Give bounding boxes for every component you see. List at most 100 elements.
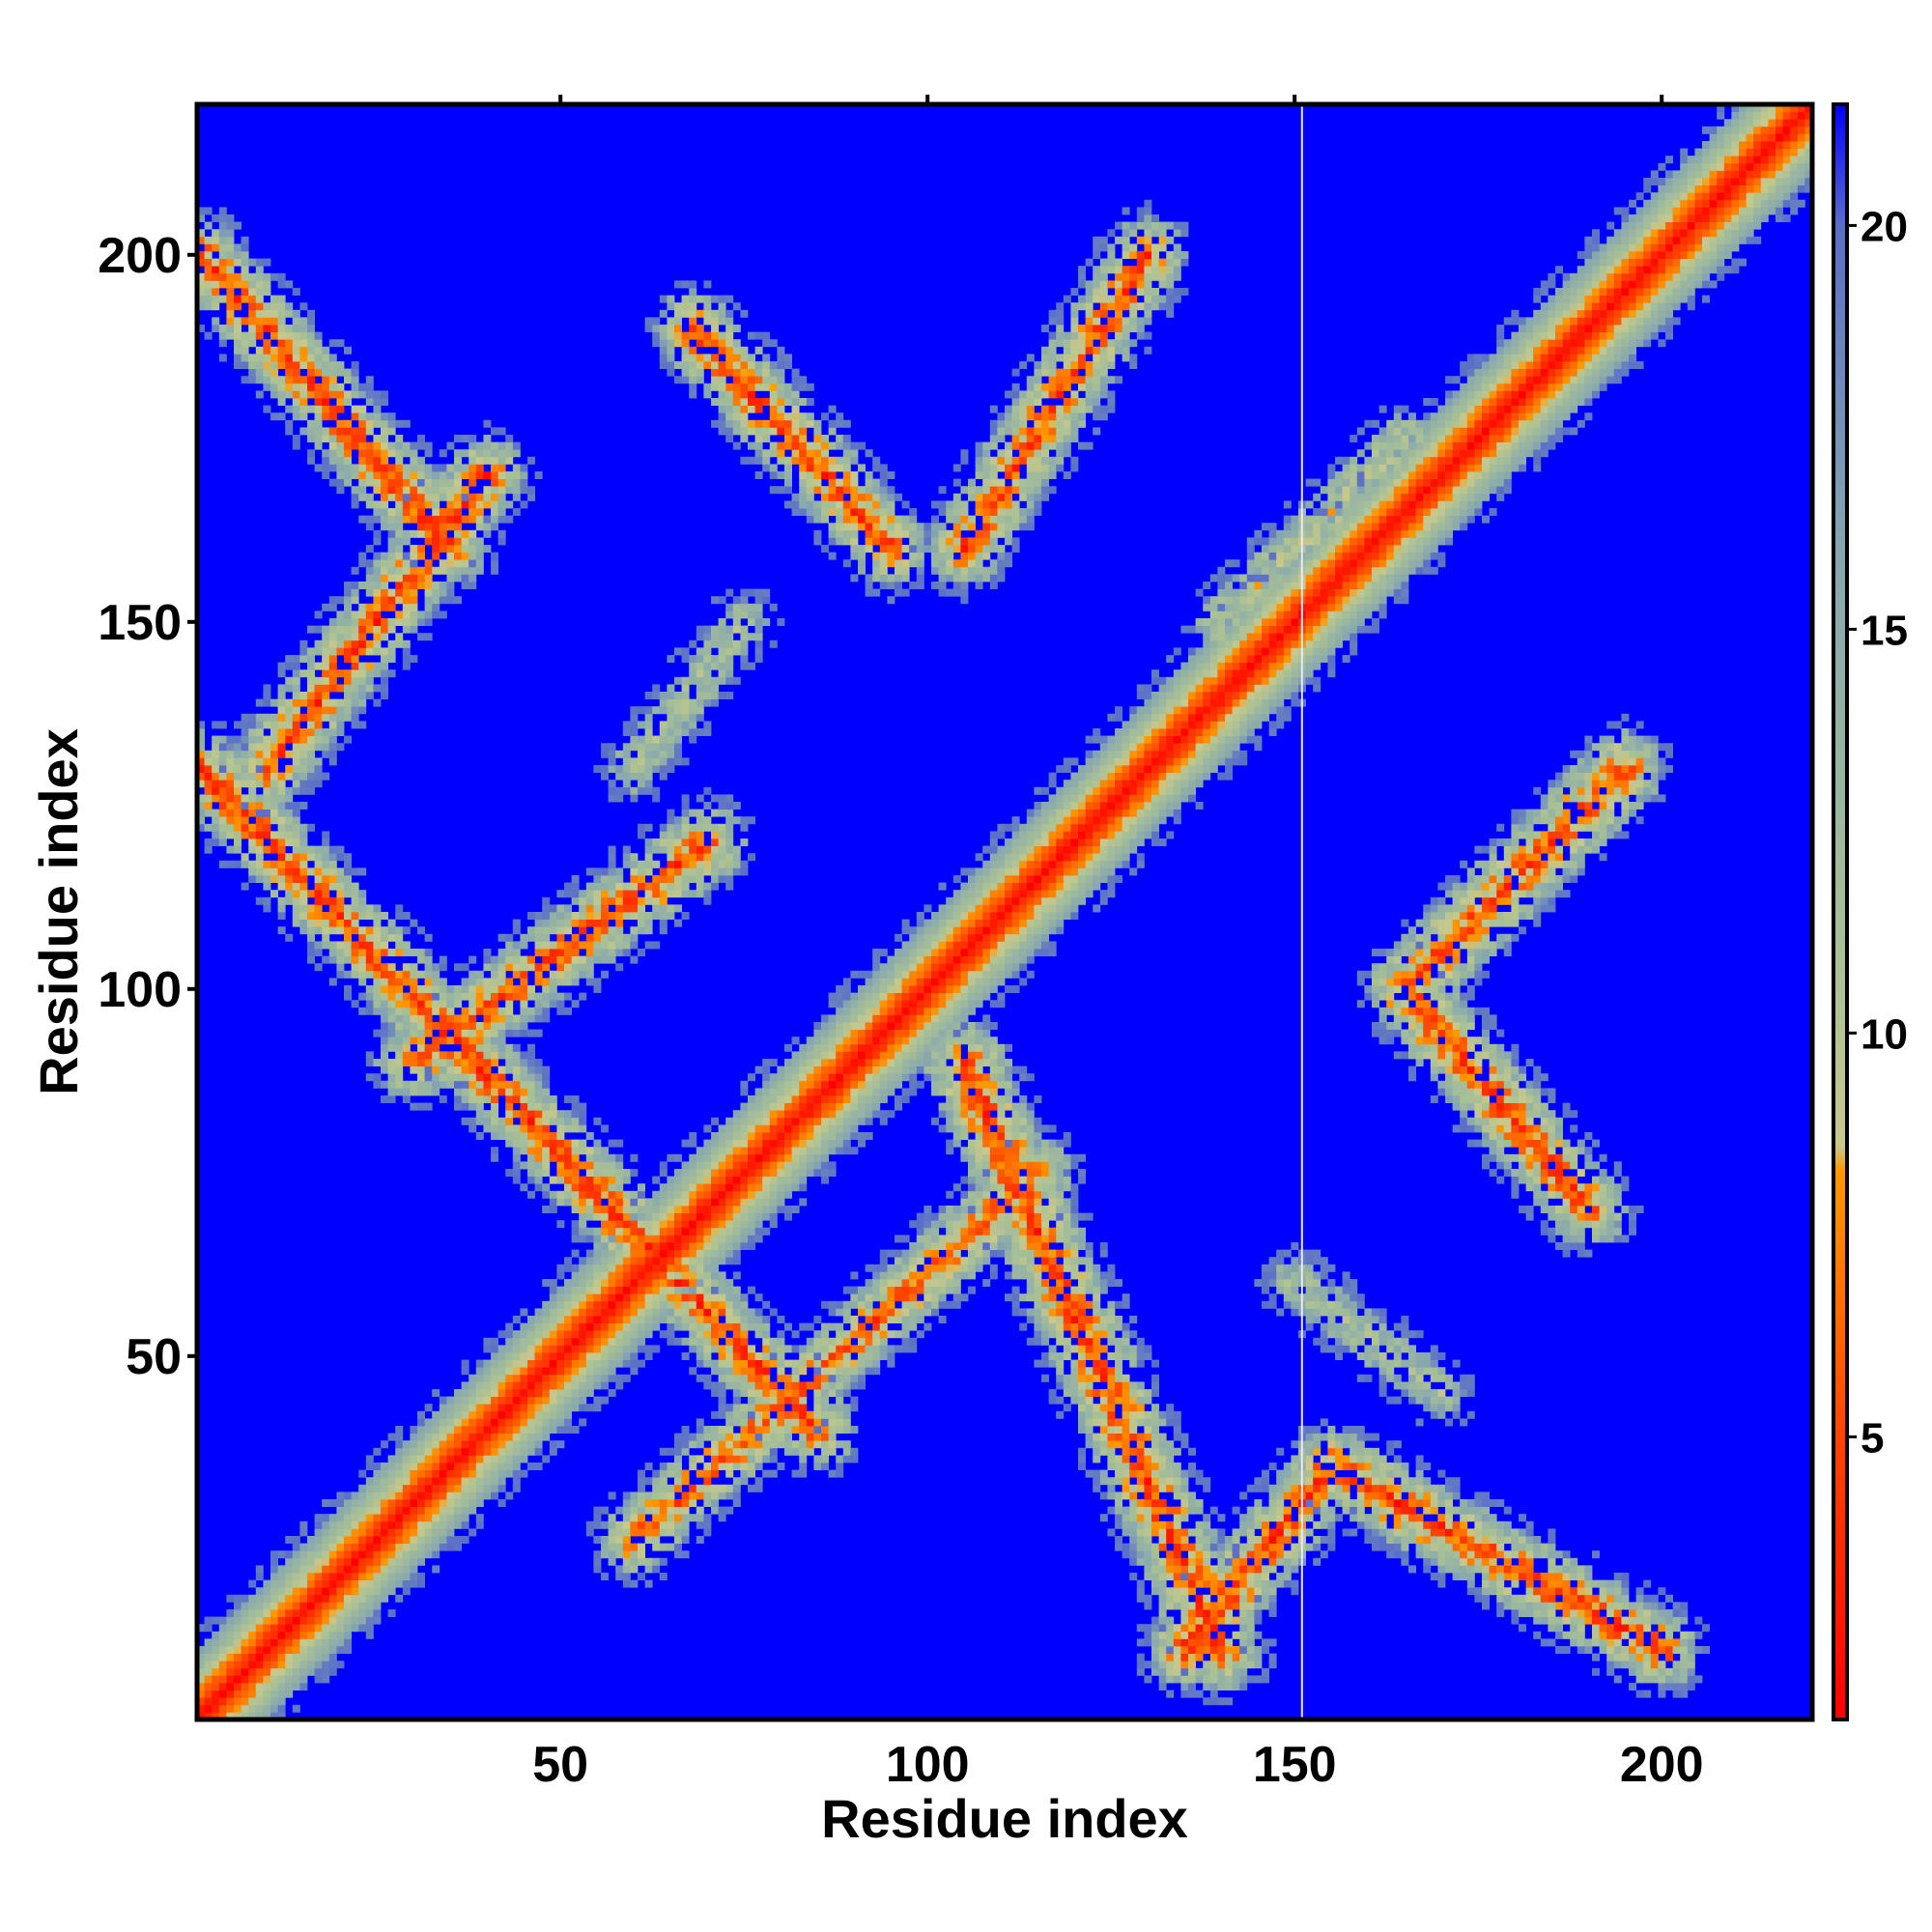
heatmap-cell: [718, 1176, 726, 1184]
heatmap-cell: [255, 750, 264, 758]
heatmap-cell: [740, 1404, 749, 1412]
heatmap-cell: [740, 398, 749, 406]
heatmap-cell: [585, 1169, 594, 1177]
heatmap-cell: [703, 1293, 712, 1302]
heatmap-cell: [365, 647, 374, 656]
heatmap-cell: [285, 1667, 294, 1676]
heatmap-cell: [608, 955, 616, 964]
heatmap-cell: [497, 1396, 506, 1405]
heatmap-cell: [307, 1587, 315, 1596]
heatmap-cell: [497, 1345, 506, 1353]
heatmap-cell: [263, 772, 271, 781]
heatmap-cell: [381, 493, 388, 501]
heatmap-cell: [622, 860, 631, 868]
heatmap-cell: [520, 1418, 528, 1427]
heatmap-cell: [769, 1352, 778, 1360]
heatmap-cell: [659, 1242, 668, 1250]
heatmap-cell: [402, 1000, 411, 1009]
heatmap-cell: [387, 1095, 396, 1103]
heatmap-cell: [711, 398, 719, 406]
heatmap-cell: [754, 1220, 763, 1229]
heatmap-cell: [754, 405, 763, 413]
heatmap-cell: [696, 713, 704, 722]
heatmap-cell: [417, 1520, 425, 1529]
heatmap-cell: [762, 1132, 771, 1140]
heatmap-cell: [351, 919, 359, 927]
heatmap-cell: [314, 949, 323, 956]
heatmap-cell: [512, 493, 521, 501]
heatmap-cell: [652, 1198, 661, 1207]
heatmap-cell: [601, 1212, 609, 1221]
heatmap-cell: [277, 1697, 286, 1706]
heatmap-cell: [432, 1536, 440, 1544]
heatmap-cell: [652, 1227, 661, 1236]
heatmap-cell: [556, 1440, 565, 1449]
heatmap-cell: [497, 1433, 506, 1441]
heatmap-cell: [322, 368, 330, 377]
heatmap-cell: [542, 1367, 551, 1376]
heatmap-cell: [292, 346, 300, 355]
heatmap-cell: [681, 1536, 690, 1544]
heatmap-cell: [512, 1088, 521, 1096]
heatmap-cell: [454, 1477, 462, 1486]
heatmap-cell: [307, 786, 315, 795]
heatmap-cell: [197, 1624, 205, 1633]
heatmap-cell: [454, 1073, 462, 1082]
heatmap-cell: [740, 1330, 749, 1339]
heatmap-cell: [328, 464, 337, 472]
heatmap-cell: [241, 823, 249, 832]
heatmap-cell: [299, 867, 308, 876]
heatmap-cell: [556, 1190, 565, 1199]
heatmap-cell: [351, 611, 359, 619]
heatmap-cell: [703, 1352, 712, 1360]
heatmap-cell: [395, 970, 404, 979]
heatmap-cell: [725, 1440, 734, 1449]
heatmap-cell: [336, 1520, 345, 1529]
heatmap-cell: [601, 970, 609, 979]
heatmap-cell: [344, 376, 352, 384]
heatmap-cell: [373, 574, 382, 582]
heatmap-cell: [505, 1029, 514, 1037]
heatmap-cell: [754, 639, 763, 648]
heatmap-cell: [395, 419, 404, 428]
heatmap-cell: [615, 1220, 624, 1229]
heatmap-cell: [307, 1536, 315, 1544]
heatmap-cell: [740, 838, 749, 846]
heatmap-cell: [593, 1330, 602, 1339]
heatmap-cell: [336, 1609, 345, 1617]
heatmap-cell: [667, 331, 675, 340]
heatmap-cell: [424, 1088, 433, 1096]
heatmap-cell: [681, 1520, 690, 1529]
heatmap-cell: [234, 1683, 242, 1690]
heatmap-cell: [381, 582, 388, 589]
heatmap-cell: [703, 1139, 712, 1148]
heatmap-cell: [674, 838, 682, 846]
heatmap-cell: [718, 1404, 726, 1412]
heatmap-cell: [748, 1095, 755, 1103]
heatmap-cell: [512, 1022, 521, 1030]
heatmap-cell: [424, 618, 433, 626]
heatmap-cell: [740, 639, 749, 648]
heatmap-cell: [446, 523, 455, 531]
heatmap-cell: [608, 933, 616, 942]
heatmap-cell: [461, 985, 469, 993]
heatmap-cell: [571, 949, 580, 956]
heatmap-cell: [307, 1579, 315, 1588]
heatmap-cell: [292, 838, 300, 846]
heatmap-cell: [681, 346, 690, 355]
heatmap-cell: [534, 978, 543, 986]
heatmap-cell: [725, 588, 734, 597]
heatmap-cell: [534, 1352, 543, 1360]
heatmap-cell: [395, 493, 404, 501]
heatmap-cell: [336, 1573, 345, 1580]
heatmap-cell: [322, 955, 330, 964]
heatmap-cell: [314, 1609, 323, 1617]
heatmap-cell: [461, 552, 469, 560]
heatmap-cell: [638, 1528, 645, 1537]
heatmap-cell: [703, 317, 712, 326]
heatmap-cell: [255, 721, 264, 729]
heatmap-cell: [497, 933, 506, 942]
heatmap-cell: [373, 508, 382, 516]
heatmap-cell: [585, 1249, 594, 1258]
heatmap-cell: [762, 1161, 771, 1170]
